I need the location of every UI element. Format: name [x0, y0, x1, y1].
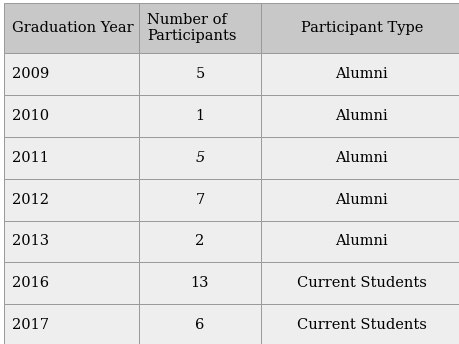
Bar	[261, 137, 459, 179]
Bar	[139, 304, 261, 344]
Text: 1: 1	[196, 109, 204, 122]
Text: Alumni: Alumni	[336, 67, 388, 80]
Text: Current Students: Current Students	[297, 319, 426, 332]
Bar	[261, 221, 459, 262]
Text: 6: 6	[195, 319, 205, 332]
Text: 5: 5	[195, 151, 205, 164]
Text: 2009: 2009	[12, 67, 49, 80]
Bar	[4, 221, 139, 262]
Text: 7: 7	[195, 193, 205, 206]
Bar	[4, 262, 139, 304]
Bar	[261, 304, 459, 344]
Bar	[261, 262, 459, 304]
Bar	[139, 262, 261, 304]
Bar	[139, 95, 261, 137]
Bar	[261, 53, 459, 95]
Text: 2013: 2013	[12, 235, 49, 248]
Text: 2010: 2010	[12, 109, 49, 122]
Bar	[4, 3, 139, 53]
Text: Number of
Participants: Number of Participants	[147, 13, 237, 43]
Bar	[139, 3, 261, 53]
Bar	[139, 137, 261, 179]
Text: Alumni: Alumni	[336, 109, 388, 122]
Text: 2012: 2012	[12, 193, 49, 206]
Text: Participant Type: Participant Type	[301, 21, 423, 35]
Bar	[139, 53, 261, 95]
Bar	[4, 53, 139, 95]
Bar	[4, 137, 139, 179]
Text: Alumni: Alumni	[336, 193, 388, 206]
Text: 2: 2	[195, 235, 205, 248]
Text: 2011: 2011	[12, 151, 49, 164]
Text: Alumni: Alumni	[336, 235, 388, 248]
Bar	[139, 179, 261, 221]
Bar	[261, 95, 459, 137]
Bar	[139, 221, 261, 262]
Text: 2016: 2016	[12, 277, 49, 290]
Bar	[4, 95, 139, 137]
Bar	[261, 3, 459, 53]
Text: 2017: 2017	[12, 319, 49, 332]
Text: 5: 5	[195, 67, 205, 80]
Bar	[261, 179, 459, 221]
Text: Alumni: Alumni	[336, 151, 388, 164]
Text: Graduation Year: Graduation Year	[12, 21, 134, 35]
Bar	[4, 304, 139, 344]
Text: Current Students: Current Students	[297, 277, 426, 290]
Bar	[4, 179, 139, 221]
Text: 13: 13	[190, 277, 209, 290]
